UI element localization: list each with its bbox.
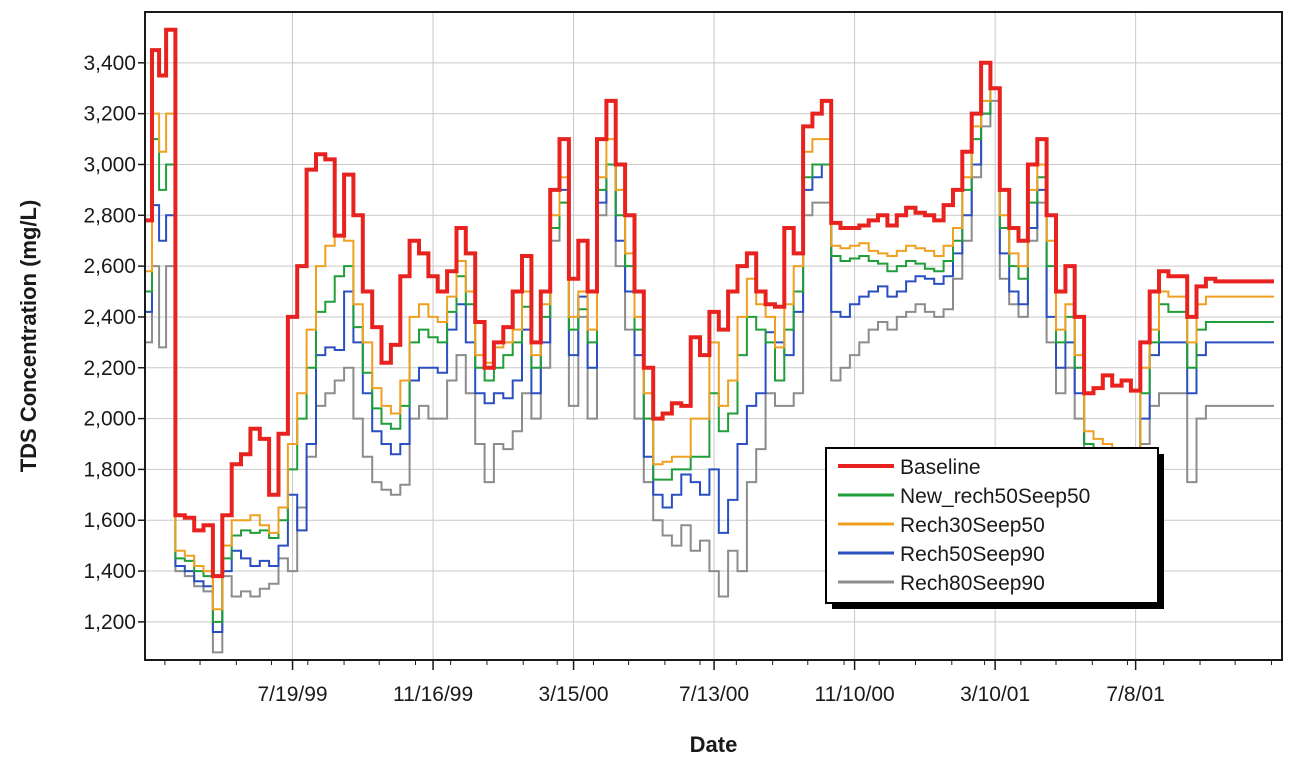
legend-label: Baseline xyxy=(900,456,981,479)
y-tick-label: 1,200 xyxy=(83,611,136,634)
x-tick-label: 7/13/00 xyxy=(679,683,749,706)
x-tick-label: 11/10/00 xyxy=(815,683,895,706)
legend-label: Rech50Seep90 xyxy=(900,543,1045,566)
y-tick-label: 3,000 xyxy=(83,153,136,176)
series-line-baseline xyxy=(145,27,1274,579)
legend-label: Rech30Seep50 xyxy=(900,514,1045,537)
x-tick-label: 3/15/00 xyxy=(539,683,609,706)
series-line-rech30seep50 xyxy=(145,87,1274,611)
y-tick-label: 2,200 xyxy=(83,357,136,380)
axes: 1,200 1,400 1,600 1,800 2,000 2,200 2,400 2,600… xyxy=(83,52,1272,706)
y-tick-label: 2,400 xyxy=(83,306,136,329)
y-tick-label: 2,600 xyxy=(83,255,136,278)
x-tick-label: 11/16/99 xyxy=(393,683,473,706)
series-group xyxy=(145,27,1274,654)
legend-label: Rech80Seep90 xyxy=(900,572,1045,595)
x-tick-label: 7/8/01 xyxy=(1106,683,1164,706)
y-tick-label: 2,800 xyxy=(83,204,136,227)
series-line-new-rech50seep50 xyxy=(145,87,1274,623)
y-tick-label: 2,000 xyxy=(83,408,136,431)
legend: Baseline New_rech50Seep50 Rech30Seep50 Rech… xyxy=(825,447,1164,609)
y-tick-label: 1,600 xyxy=(83,509,136,532)
y-tick-label: 3,200 xyxy=(83,103,136,126)
y-tick-label: 1,400 xyxy=(83,560,136,583)
x-axis-title: Date xyxy=(690,732,738,757)
y-tick-label: 1,800 xyxy=(83,458,136,481)
y-axis-title: TDS Concentration (mg/L) xyxy=(16,200,41,473)
y-tick-label: 3,400 xyxy=(83,52,136,75)
legend-label: New_rech50Seep50 xyxy=(900,485,1090,508)
x-tick-label: 7/19/99 xyxy=(258,683,328,706)
x-tick-label: 3/10/01 xyxy=(960,683,1030,706)
